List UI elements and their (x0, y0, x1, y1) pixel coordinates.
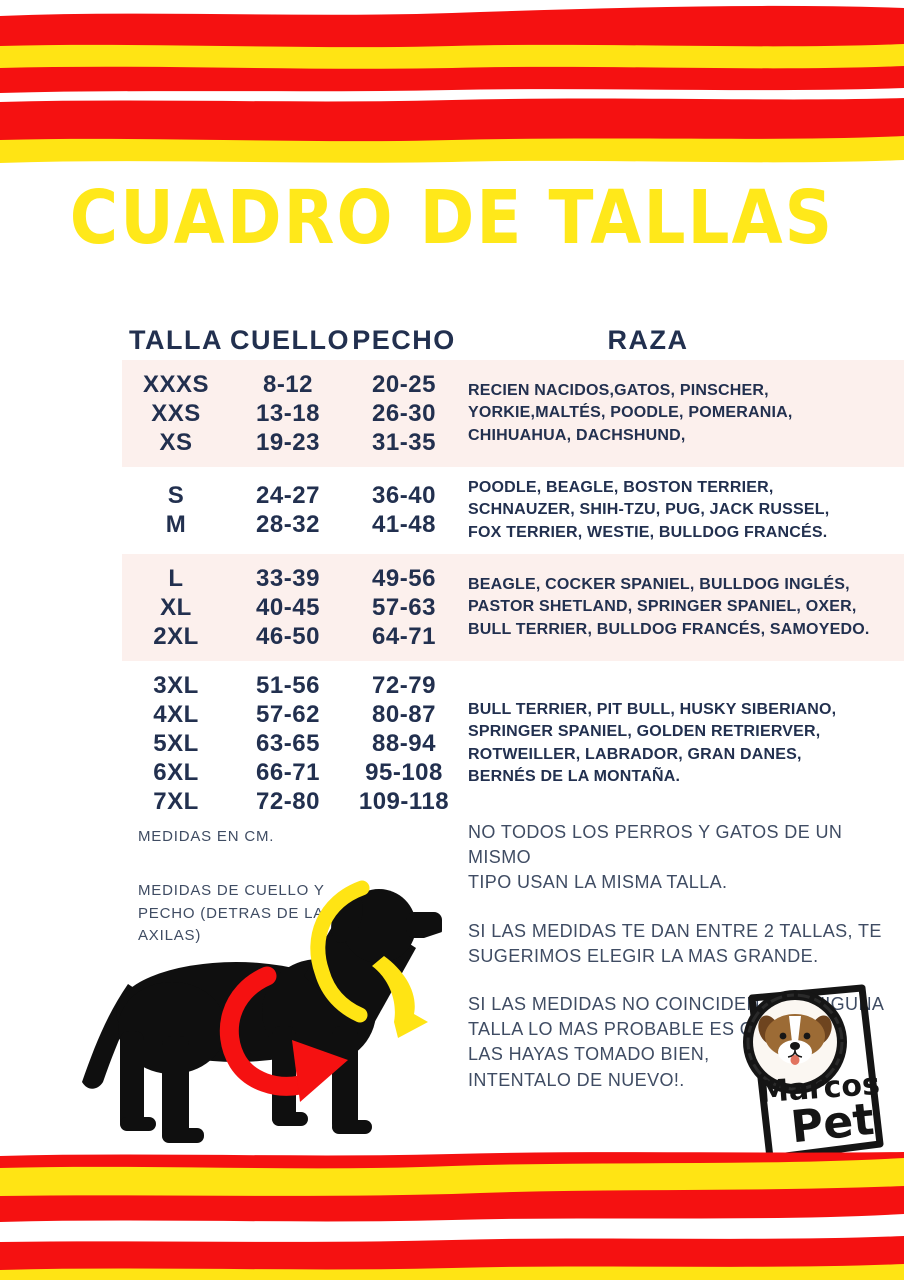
table-row: S 24-27 36-40 (122, 482, 462, 511)
table-row: 6XL 66-71 95-108 (122, 758, 462, 787)
size-cell: 2XL (153, 622, 199, 650)
size-cell: 3XL (153, 671, 199, 699)
neck-cell: 63-65 (256, 729, 320, 757)
chest-cell: 20-25 (372, 370, 436, 398)
chest-cell: 31-35 (372, 428, 436, 456)
dog-muzzle (406, 912, 442, 938)
neck-cell: 33-39 (256, 564, 320, 592)
size-table: TALLA CUELLO PECHO RAZA XXXS 8-12 20-25 XXS… (122, 320, 904, 826)
header-talla: TALLA (129, 324, 223, 355)
logo-frame (748, 984, 884, 1162)
table-row: 5XL 63-65 88-94 (122, 729, 462, 758)
neck-arrow (310, 880, 428, 1038)
chest-cell: 36-40 (372, 482, 436, 510)
neck-cell: 66-71 (256, 758, 320, 786)
dog-measurement-illustration (82, 880, 442, 1143)
chest-cell: 64-71 (372, 622, 436, 650)
size-cell: L (168, 564, 184, 592)
size-cell: 7XL (153, 787, 199, 815)
neck-cell: 72-80 (256, 787, 320, 815)
table-row: XXXS 8-12 20-25 (122, 370, 462, 399)
chest-cell: 88-94 (372, 729, 436, 757)
logo-dog-photo (743, 990, 847, 1094)
advice-paragraph: SI LAS MEDIDAS TE DAN ENTRE 2 TALLAS, TE… (468, 920, 882, 966)
size-group: S 24-27 36-40 M 28-32 41-48 POODLE, BEAGLE, BO… (122, 467, 904, 554)
top-stripes-decoration (0, 5, 904, 163)
table-row: M 28-32 41-48 (122, 511, 462, 540)
advice-paragraph: SI LAS MEDIDAS NO COINCIDEN CON NIGUNA T… (468, 993, 885, 1090)
chest-cell: 72-79 (372, 671, 436, 699)
table-header-row: TALLA CUELLO PECHO RAZA (122, 320, 904, 360)
neck-cell: 24-27 (256, 482, 320, 510)
neck-cell: 46-50 (256, 622, 320, 650)
dog-silhouette (82, 889, 442, 1143)
neck-cell: 13-18 (256, 399, 320, 427)
neck-cell: 8-12 (262, 370, 314, 398)
table-row: 3XL 51-56 72-79 (122, 671, 462, 700)
size-cell: XXS (151, 399, 201, 427)
chest-cell: 57-63 (372, 593, 436, 621)
size-cell: 4XL (153, 700, 199, 728)
logo-text-pet: Pet (788, 1094, 876, 1153)
chest-cell: 49-56 (372, 564, 436, 592)
chest-cell: 41-48 (372, 511, 436, 539)
size-cell: S (167, 482, 185, 510)
table-row: 4XL 57-62 80-87 (122, 700, 462, 729)
advice-paragraph: NO TODOS LOS PERROS Y GATOS DE UN MISMO … (468, 822, 843, 893)
brand-logo: Marcos Pet (743, 984, 884, 1162)
size-rows: S 24-27 36-40 M 28-32 41-48 (122, 482, 462, 540)
neck-cell: 51-56 (256, 671, 320, 699)
dog-mouth-notch (424, 932, 442, 942)
size-group: XXXS 8-12 20-25 XXS 13-18 26-30 XS 19-23 31-35 RE… (122, 360, 904, 467)
chest-arrow (219, 966, 348, 1102)
size-cell: XXXS (142, 370, 210, 398)
size-cell: XS (159, 428, 193, 456)
table-row: XXS 13-18 26-30 (122, 399, 462, 428)
chest-cell: 26-30 (372, 399, 436, 427)
table-row: 2XL 46-50 64-71 (122, 622, 462, 651)
header-cuello: CUELLO (230, 324, 350, 355)
breed-cell: BULL TERRIER, PIT BULL, HUSKY SIBERIANO,… (468, 700, 837, 786)
header-pecho: PECHO (352, 324, 456, 355)
table-row: XS 19-23 31-35 (122, 428, 462, 457)
table-row: 7XL 72-80 109-118 (122, 787, 462, 816)
size-rows: L 33-39 49-56 XL 40-45 57-63 2XL 46-50 64-71 (122, 564, 462, 651)
header-raza: RAZA (607, 324, 689, 355)
neck-cell: 28-32 (256, 511, 320, 539)
size-cell: 6XL (153, 758, 199, 786)
advice-block: NO TODOS LOS PERROS Y GATOS DE UN MISMO … (468, 820, 900, 1116)
table-row: XL 40-45 57-63 (122, 593, 462, 622)
chest-cell: 109-118 (358, 787, 450, 815)
neck-cell: 40-45 (256, 593, 320, 621)
size-rows: XXXS 8-12 20-25 XXS 13-18 26-30 XS 19-23 31-35 (122, 370, 462, 457)
breed-cell: BEAGLE, COCKER SPANIEL, BULLDOG INGLÉS, … (468, 576, 870, 638)
table-row: L 33-39 49-56 (122, 564, 462, 593)
size-table-body: XXXS 8-12 20-25 XXS 13-18 26-30 XS 19-23 31-35 RE… (122, 360, 904, 826)
size-cell: 5XL (153, 729, 199, 757)
bottom-stripes-decoration (0, 1152, 904, 1280)
breed-cell: RECIEN NACIDOS,GATOS, PINSCHER, YORKIE,M… (468, 381, 793, 444)
neck-cell: 19-23 (256, 428, 320, 456)
neck-cell: 57-62 (256, 700, 320, 728)
logo-text-marcos: Marcos (758, 1067, 881, 1110)
size-cell: M (165, 511, 187, 539)
size-rows: 3XL 51-56 72-79 4XL 57-62 80-87 5XL 63-65 88-94 6… (122, 671, 462, 816)
size-cell: XL (160, 593, 192, 621)
page-title: CUADRO DE TALLAS (69, 175, 835, 262)
breed-cell: POODLE, BEAGLE, BOSTON TERRIER, SCHNAUZE… (468, 479, 830, 541)
chest-cell: 80-87 (372, 700, 436, 728)
size-group: 3XL 51-56 72-79 4XL 57-62 80-87 5XL 63-65 88-94 6… (122, 661, 904, 826)
note-units: MEDIDAS EN CM. (138, 828, 275, 845)
chest-cell: 95-108 (365, 758, 443, 786)
size-group: L 33-39 49-56 XL 40-45 57-63 2XL 46-50 64-71 BEAG… (122, 554, 904, 662)
